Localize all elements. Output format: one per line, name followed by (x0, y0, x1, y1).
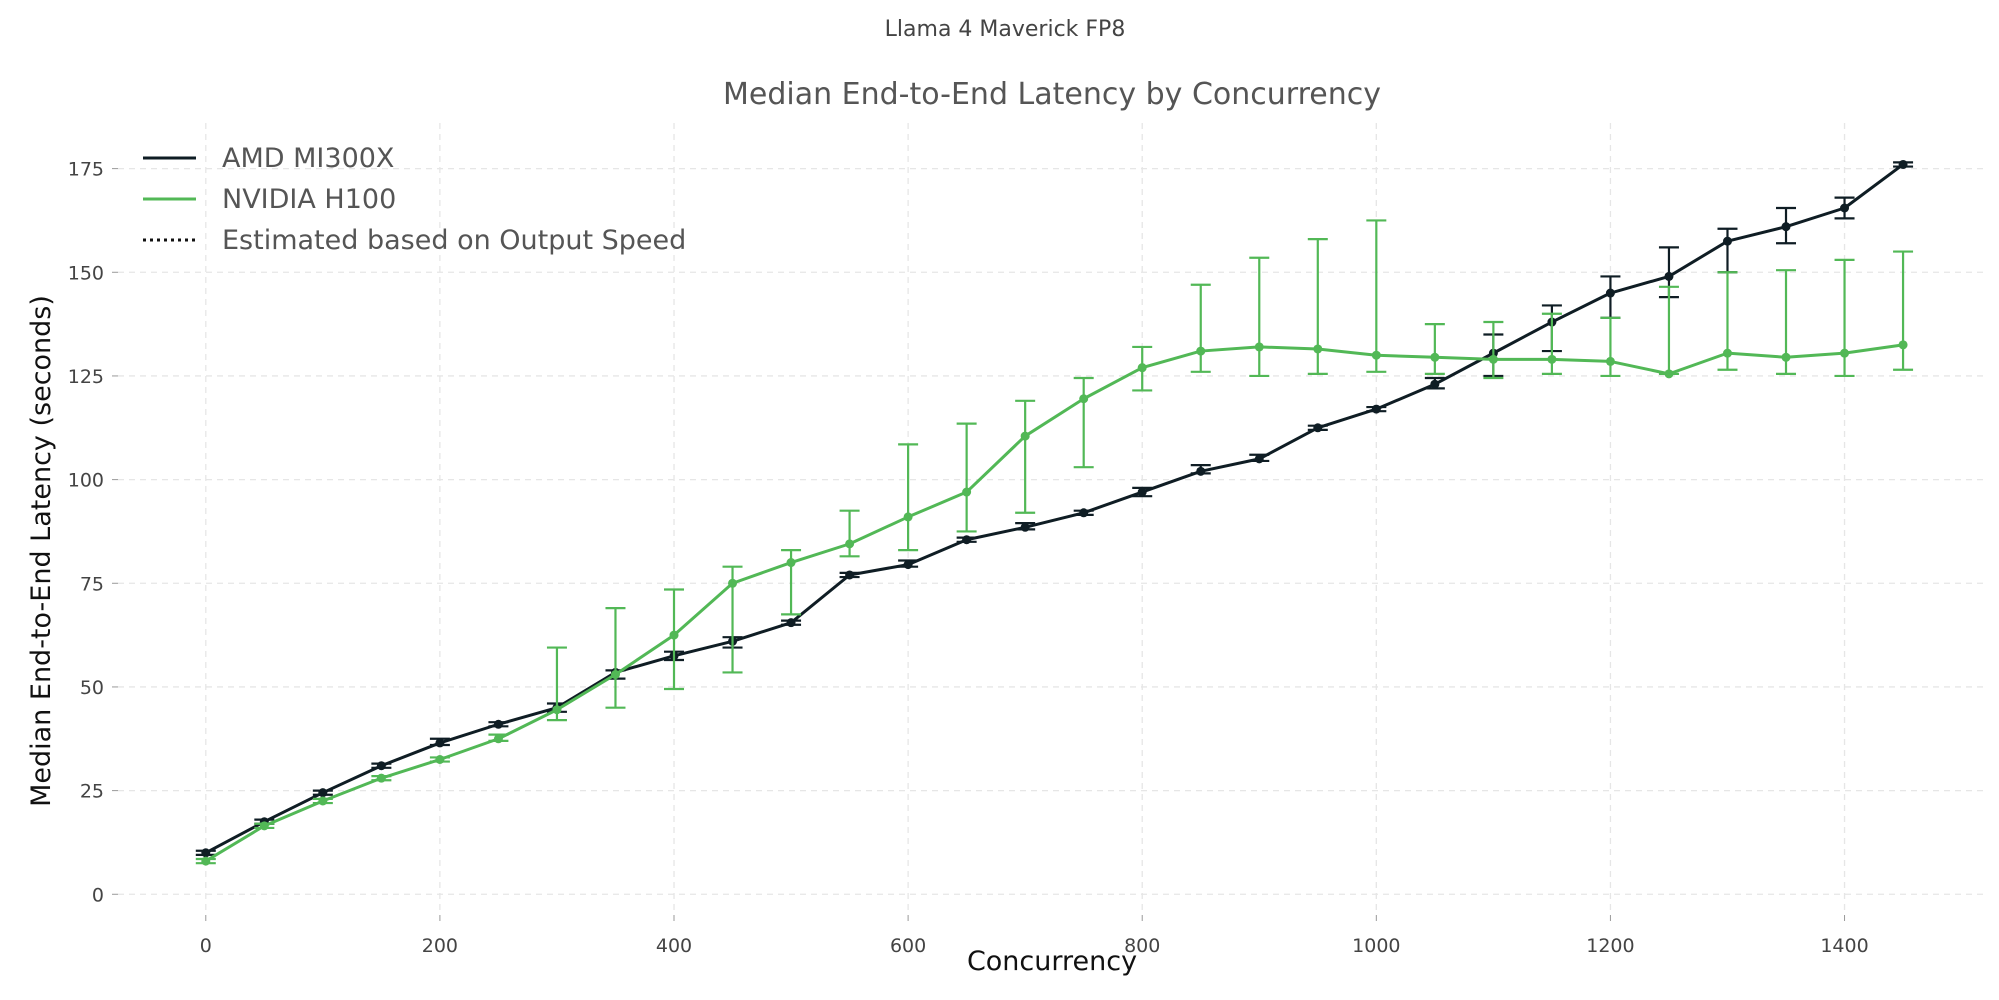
y-tick-label: 175 (68, 159, 104, 181)
data-point (1137, 363, 1147, 373)
chart-title: Median End-to-End Latency by Concurrency (723, 77, 1381, 112)
data-point (552, 705, 562, 715)
data-point (435, 755, 445, 765)
series-amd-mi300x (195, 159, 1914, 858)
data-point (1079, 394, 1089, 404)
data-point (1840, 203, 1850, 213)
data-point (1488, 354, 1498, 364)
x-tick-label: 1400 (1820, 935, 1868, 957)
data-point (1840, 348, 1850, 358)
data-point (493, 734, 503, 744)
data-point (493, 719, 503, 729)
y-tick-label: 100 (68, 470, 104, 492)
x-axis-label: Concurrency (967, 946, 1137, 977)
series-line (205, 343, 1904, 863)
series-nvidia-h100 (195, 219, 1914, 866)
data-point (1196, 466, 1206, 476)
x-tick-label: 200 (422, 935, 458, 957)
data-point (903, 512, 913, 522)
data-point (1430, 379, 1440, 389)
data-point (1722, 236, 1732, 246)
data-point (1196, 346, 1206, 356)
data-point (318, 788, 328, 798)
x-tick-label: 600 (890, 935, 926, 957)
data-point (1371, 404, 1381, 414)
y-axis-label: Median End-to-End Latency (seconds) (26, 295, 57, 807)
data-point (962, 535, 972, 545)
data-point (728, 578, 738, 588)
y-tick-label: 75 (80, 573, 104, 595)
legend-label: Estimated based on Output Speed (222, 225, 686, 256)
data-point (669, 630, 679, 640)
x-tick-label: 1000 (1352, 935, 1400, 957)
data-point (1547, 354, 1557, 364)
y-tick-label: 25 (80, 781, 104, 803)
legend-label: AMD MI300X (222, 143, 394, 174)
y-tick-label: 125 (68, 366, 104, 388)
data-point (1605, 288, 1615, 298)
axis-ticks: 0 200 400 600 800 1000 1200 1400 0 25 50 75 100 125 15… (68, 159, 1869, 957)
series-line (205, 163, 1904, 855)
data-point (1020, 522, 1030, 532)
data-point (318, 796, 328, 806)
data-point (1430, 352, 1440, 362)
x-tick-label: 1200 (1586, 935, 1634, 957)
data-point (962, 487, 972, 497)
data-point (201, 856, 211, 866)
data-point (610, 669, 620, 679)
data-point (259, 821, 269, 831)
data-point (376, 773, 386, 783)
x-tick-label: 800 (1124, 935, 1160, 957)
data-point (786, 618, 796, 628)
data-point (1664, 271, 1674, 281)
data-point (1722, 348, 1732, 358)
data-point (435, 738, 445, 748)
data-point (1898, 159, 1908, 169)
data-point (201, 848, 211, 858)
data-point (903, 560, 913, 570)
legend: AMD MI300X NVIDIA H100 Estimated based on … (143, 143, 686, 256)
data-point (845, 539, 855, 549)
data-point (1371, 350, 1381, 360)
data-point (1137, 487, 1147, 497)
data-point (1664, 369, 1674, 379)
chart-suptitle: Llama 4 Maverick FP8 (885, 17, 1126, 42)
data-point (786, 558, 796, 568)
data-point (376, 761, 386, 771)
data-point (1313, 423, 1323, 433)
data-point (1898, 340, 1908, 350)
y-tick-label: 150 (68, 262, 104, 284)
data-point (1781, 352, 1791, 362)
data-point (1079, 508, 1089, 518)
data-point (1781, 222, 1791, 232)
data-point (1313, 344, 1323, 354)
data-point (1605, 356, 1615, 366)
data-point (1020, 431, 1030, 441)
data-point (1254, 454, 1264, 464)
x-tick-label: 400 (656, 935, 692, 957)
legend-label: NVIDIA H100 (222, 184, 396, 215)
data-point (1254, 342, 1264, 352)
series-layer (195, 159, 1914, 866)
x-tick-label: 0 (200, 935, 212, 957)
data-point (845, 570, 855, 580)
y-tick-label: 0 (92, 884, 104, 906)
y-tick-label: 50 (80, 677, 104, 699)
